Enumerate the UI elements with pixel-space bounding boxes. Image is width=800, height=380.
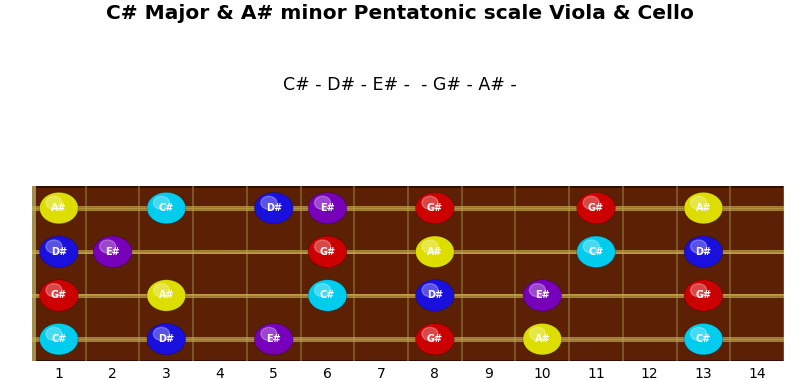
- Circle shape: [308, 236, 346, 268]
- Text: C#: C#: [158, 203, 174, 213]
- Text: A#: A#: [427, 247, 442, 257]
- Text: C# Major & A# minor Pentatonic scale Viola & Cello: C# Major & A# minor Pentatonic scale Vio…: [106, 4, 694, 23]
- Text: D#: D#: [158, 334, 174, 344]
- Text: G#: G#: [426, 203, 443, 213]
- Circle shape: [415, 323, 454, 355]
- Circle shape: [684, 192, 722, 224]
- Circle shape: [422, 327, 438, 340]
- Text: D#: D#: [695, 247, 711, 257]
- Circle shape: [94, 236, 132, 268]
- Circle shape: [577, 192, 615, 224]
- Circle shape: [147, 323, 186, 355]
- Circle shape: [523, 323, 562, 355]
- Circle shape: [314, 196, 330, 209]
- Circle shape: [261, 196, 277, 209]
- Circle shape: [415, 236, 454, 268]
- Circle shape: [583, 240, 599, 253]
- Text: G#: G#: [695, 290, 711, 301]
- Text: C# - D# - E# -  - G# - A# -: C# - D# - E# - - G# - A# -: [283, 76, 517, 94]
- Circle shape: [308, 192, 346, 224]
- Circle shape: [147, 280, 186, 311]
- Circle shape: [684, 323, 722, 355]
- Text: C#: C#: [51, 334, 66, 344]
- Circle shape: [254, 323, 293, 355]
- Text: C#: C#: [320, 290, 335, 301]
- Text: D#: D#: [426, 290, 443, 301]
- Circle shape: [46, 240, 62, 253]
- Text: G#: G#: [319, 247, 335, 257]
- Text: D#: D#: [50, 247, 67, 257]
- Circle shape: [684, 280, 722, 311]
- Circle shape: [154, 196, 170, 209]
- Circle shape: [422, 283, 438, 297]
- Text: C#: C#: [696, 334, 711, 344]
- Circle shape: [422, 196, 438, 209]
- Text: G#: G#: [50, 290, 67, 301]
- Circle shape: [39, 323, 78, 355]
- Circle shape: [46, 327, 62, 340]
- Text: A#: A#: [696, 203, 711, 213]
- Text: A#: A#: [51, 203, 66, 213]
- Circle shape: [46, 196, 62, 209]
- Circle shape: [314, 240, 330, 253]
- Circle shape: [154, 283, 170, 297]
- Circle shape: [577, 236, 615, 268]
- Circle shape: [154, 327, 170, 340]
- Text: E#: E#: [105, 247, 120, 257]
- Circle shape: [415, 280, 454, 311]
- Circle shape: [415, 192, 454, 224]
- Circle shape: [583, 196, 599, 209]
- Circle shape: [308, 280, 346, 311]
- Circle shape: [39, 192, 78, 224]
- Circle shape: [684, 236, 722, 268]
- Circle shape: [690, 283, 706, 297]
- Circle shape: [39, 236, 78, 268]
- Text: E#: E#: [535, 290, 550, 301]
- Circle shape: [39, 280, 78, 311]
- Text: G#: G#: [588, 203, 604, 213]
- Circle shape: [690, 196, 706, 209]
- Circle shape: [100, 240, 116, 253]
- Text: A#: A#: [158, 290, 174, 301]
- Circle shape: [261, 327, 277, 340]
- Circle shape: [314, 283, 330, 297]
- Text: A#: A#: [534, 334, 550, 344]
- Circle shape: [147, 192, 186, 224]
- Text: C#: C#: [588, 247, 604, 257]
- Text: E#: E#: [320, 203, 335, 213]
- Circle shape: [254, 192, 293, 224]
- Circle shape: [690, 327, 706, 340]
- Text: D#: D#: [266, 203, 282, 213]
- Circle shape: [530, 327, 546, 340]
- Circle shape: [690, 240, 706, 253]
- Text: G#: G#: [426, 334, 443, 344]
- Circle shape: [46, 283, 62, 297]
- Circle shape: [422, 240, 438, 253]
- Circle shape: [530, 283, 546, 297]
- Text: E#: E#: [266, 334, 281, 344]
- Circle shape: [523, 280, 562, 311]
